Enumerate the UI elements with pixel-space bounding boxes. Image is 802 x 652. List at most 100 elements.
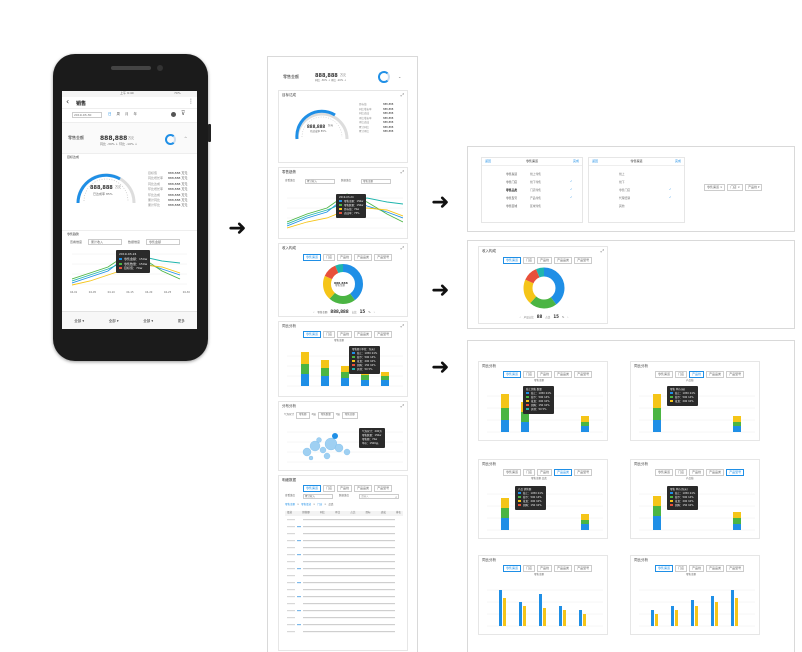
tab-category[interactable]: 产品品类 (554, 371, 573, 378)
filter-icon[interactable]: ⊽ (181, 110, 186, 117)
tab-channel[interactable]: 零售渠道 (503, 257, 522, 264)
tab-store[interactable]: 门店 (323, 331, 336, 338)
tab-product-line[interactable]: 产品线 (537, 371, 553, 378)
filter-select[interactable]: 零售额 (296, 412, 310, 419)
tab-model[interactable]: 产品型号 (374, 485, 393, 492)
tab-model[interactable]: 产品型号 (574, 257, 593, 264)
tab-store[interactable]: 门店 (523, 257, 536, 264)
tab-channel[interactable]: 零售渠道 (503, 371, 522, 378)
tab-product-line[interactable]: 产品线 (337, 331, 353, 338)
tab-channel[interactable]: 零售渠道 (655, 469, 674, 476)
expand-icon[interactable]: ⤢ (400, 403, 404, 408)
tab-channel[interactable]: 零售渠道 (503, 469, 522, 476)
tab-model[interactable]: 产品型号 (726, 371, 745, 378)
period-month[interactable]: 月 (125, 112, 129, 116)
table-filter-select[interactable]: 累计收入 (303, 494, 333, 499)
bottom-nav-item-2[interactable]: 全部 ▾ (108, 318, 119, 323)
period-year[interactable]: 年 (133, 112, 138, 116)
list-option[interactable]: 区域零售 (530, 204, 542, 209)
back-button[interactable]: 返回 (592, 159, 599, 163)
back-button[interactable]: 返回 (485, 159, 492, 163)
tab-model[interactable]: 产品型号 (726, 565, 745, 572)
tab-channel[interactable]: 零售渠道 (303, 254, 322, 261)
chip[interactable]: 门店 × (727, 184, 743, 191)
bottom-nav-item-3[interactable]: 全部 ▾ (143, 318, 154, 323)
column-header[interactable]: 渠道 (287, 511, 293, 514)
bottom-nav-item-more[interactable]: 更多 (177, 318, 185, 323)
chip[interactable]: 产品线 ▾ (744, 184, 763, 191)
tab-store[interactable]: 门店 (523, 565, 536, 572)
metric-ring-icon[interactable] (165, 134, 176, 145)
tab-store[interactable]: 门店 (675, 371, 688, 378)
tab-channel[interactable]: 零售渠道 (655, 565, 674, 572)
prev-icon[interactable]: ‹ (519, 315, 521, 319)
breadcrumb-item[interactable]: 零售金额 (285, 503, 296, 506)
tab-model[interactable]: 产品型号 (374, 254, 393, 261)
mid-trend-filter1-select[interactable]: 累计收入 (305, 179, 335, 184)
list-option[interactable]: 其他 (619, 204, 625, 209)
tab-store[interactable]: 门店 (323, 254, 336, 261)
done-button[interactable]: 完成 (674, 159, 681, 163)
column-header[interactable]: 同比 (319, 511, 325, 514)
expand-icon[interactable]: ⤢ (400, 92, 404, 97)
tab-store[interactable]: 门店 (523, 371, 536, 378)
trend-filter1-select[interactable]: 累计收入 (88, 239, 122, 245)
expand-icon[interactable]: ⤢ (400, 169, 404, 174)
tab-category[interactable]: 产品品类 (706, 371, 725, 378)
filter-select[interactable]: 零售数量 (317, 412, 334, 419)
column-header[interactable]: 目标 (365, 511, 371, 514)
list-item[interactable]: 零售渠道 (506, 172, 518, 176)
tab-channel[interactable]: 零售渠道 (303, 331, 322, 338)
mid-collapse-icon[interactable]: ⌄ (398, 74, 402, 79)
trend-filter2-select[interactable]: 零售金额 (146, 239, 180, 245)
tab-category[interactable]: 产品品类 (706, 469, 725, 476)
tab-store[interactable]: 门店 (523, 469, 536, 476)
column-header[interactable]: 达成 (380, 511, 386, 514)
list-item[interactable]: 零售门店 (506, 180, 518, 185)
list-option[interactable]: 零售门店 (619, 188, 631, 193)
tab-store[interactable]: 门店 (323, 485, 336, 492)
list-option[interactable]: 线下零售 (530, 180, 542, 185)
tab-channel[interactable]: 零售渠道 (303, 485, 322, 492)
back-icon[interactable]: ‹ (66, 97, 70, 106)
tab-store[interactable]: 门店 (675, 469, 688, 476)
tab-product-line[interactable]: 产品线 (689, 371, 705, 378)
tab-product-line[interactable]: 产品线 (537, 565, 553, 572)
next-icon[interactable]: › (567, 315, 569, 319)
list-option[interactable]: 线上零售 (530, 172, 542, 176)
collapse-icon[interactable]: ^ (184, 136, 188, 141)
table-search-input[interactable]: 请输入 ⌕ (359, 494, 399, 499)
mid-trend-filter2-select[interactable]: 零售金额 (361, 179, 391, 184)
prev-icon[interactable]: ‹ (313, 310, 315, 314)
tab-category[interactable]: 产品品类 (354, 485, 373, 492)
tab-product-line[interactable]: 产品线 (689, 469, 705, 476)
date-picker[interactable]: 2019-03-30 (72, 112, 102, 118)
list-option[interactable]: 门店零售 (530, 188, 542, 193)
expand-icon[interactable]: ⤢ (400, 323, 404, 328)
list-item[interactable]: 零售区域 (506, 204, 518, 209)
tab-channel[interactable]: 零售渠道 (503, 565, 522, 572)
list-option[interactable]: 产品零售 (530, 196, 542, 201)
expand-icon[interactable]: ⤢ (400, 245, 404, 250)
tab-product-line[interactable]: 产品线 (537, 469, 553, 476)
tab-product-line[interactable]: 产品线 (689, 565, 705, 572)
tab-category[interactable]: 产品品类 (554, 469, 573, 476)
tab-model[interactable]: 产品型号 (726, 469, 745, 476)
tab-product-line[interactable]: 产品线 (537, 257, 553, 264)
mid-ring-icon[interactable] (378, 71, 390, 83)
breadcrumb-item[interactable]: 零售渠道 (301, 503, 312, 506)
column-header[interactable]: 占比 (350, 511, 356, 514)
expand-icon[interactable]: ⤢ (600, 248, 604, 253)
list-option[interactable]: 线上 (619, 172, 625, 176)
tab-channel[interactable]: 零售渠道 (655, 371, 674, 378)
list-item[interactable]: 零售型号 (506, 196, 518, 201)
tab-product-line[interactable]: 产品线 (337, 485, 353, 492)
more-icon[interactable]: ⋮ (188, 98, 194, 105)
tab-category[interactable]: 产品品类 (554, 565, 573, 572)
column-header[interactable]: 环比 (335, 511, 341, 514)
list-option[interactable]: 代理经销 (619, 196, 631, 201)
column-header[interactable]: 销售额 (302, 511, 310, 514)
period-week[interactable]: 周 (116, 112, 121, 116)
column-header[interactable]: 排名 (395, 511, 401, 514)
bottom-nav-item-1[interactable]: 全部 ▾ (74, 318, 85, 323)
